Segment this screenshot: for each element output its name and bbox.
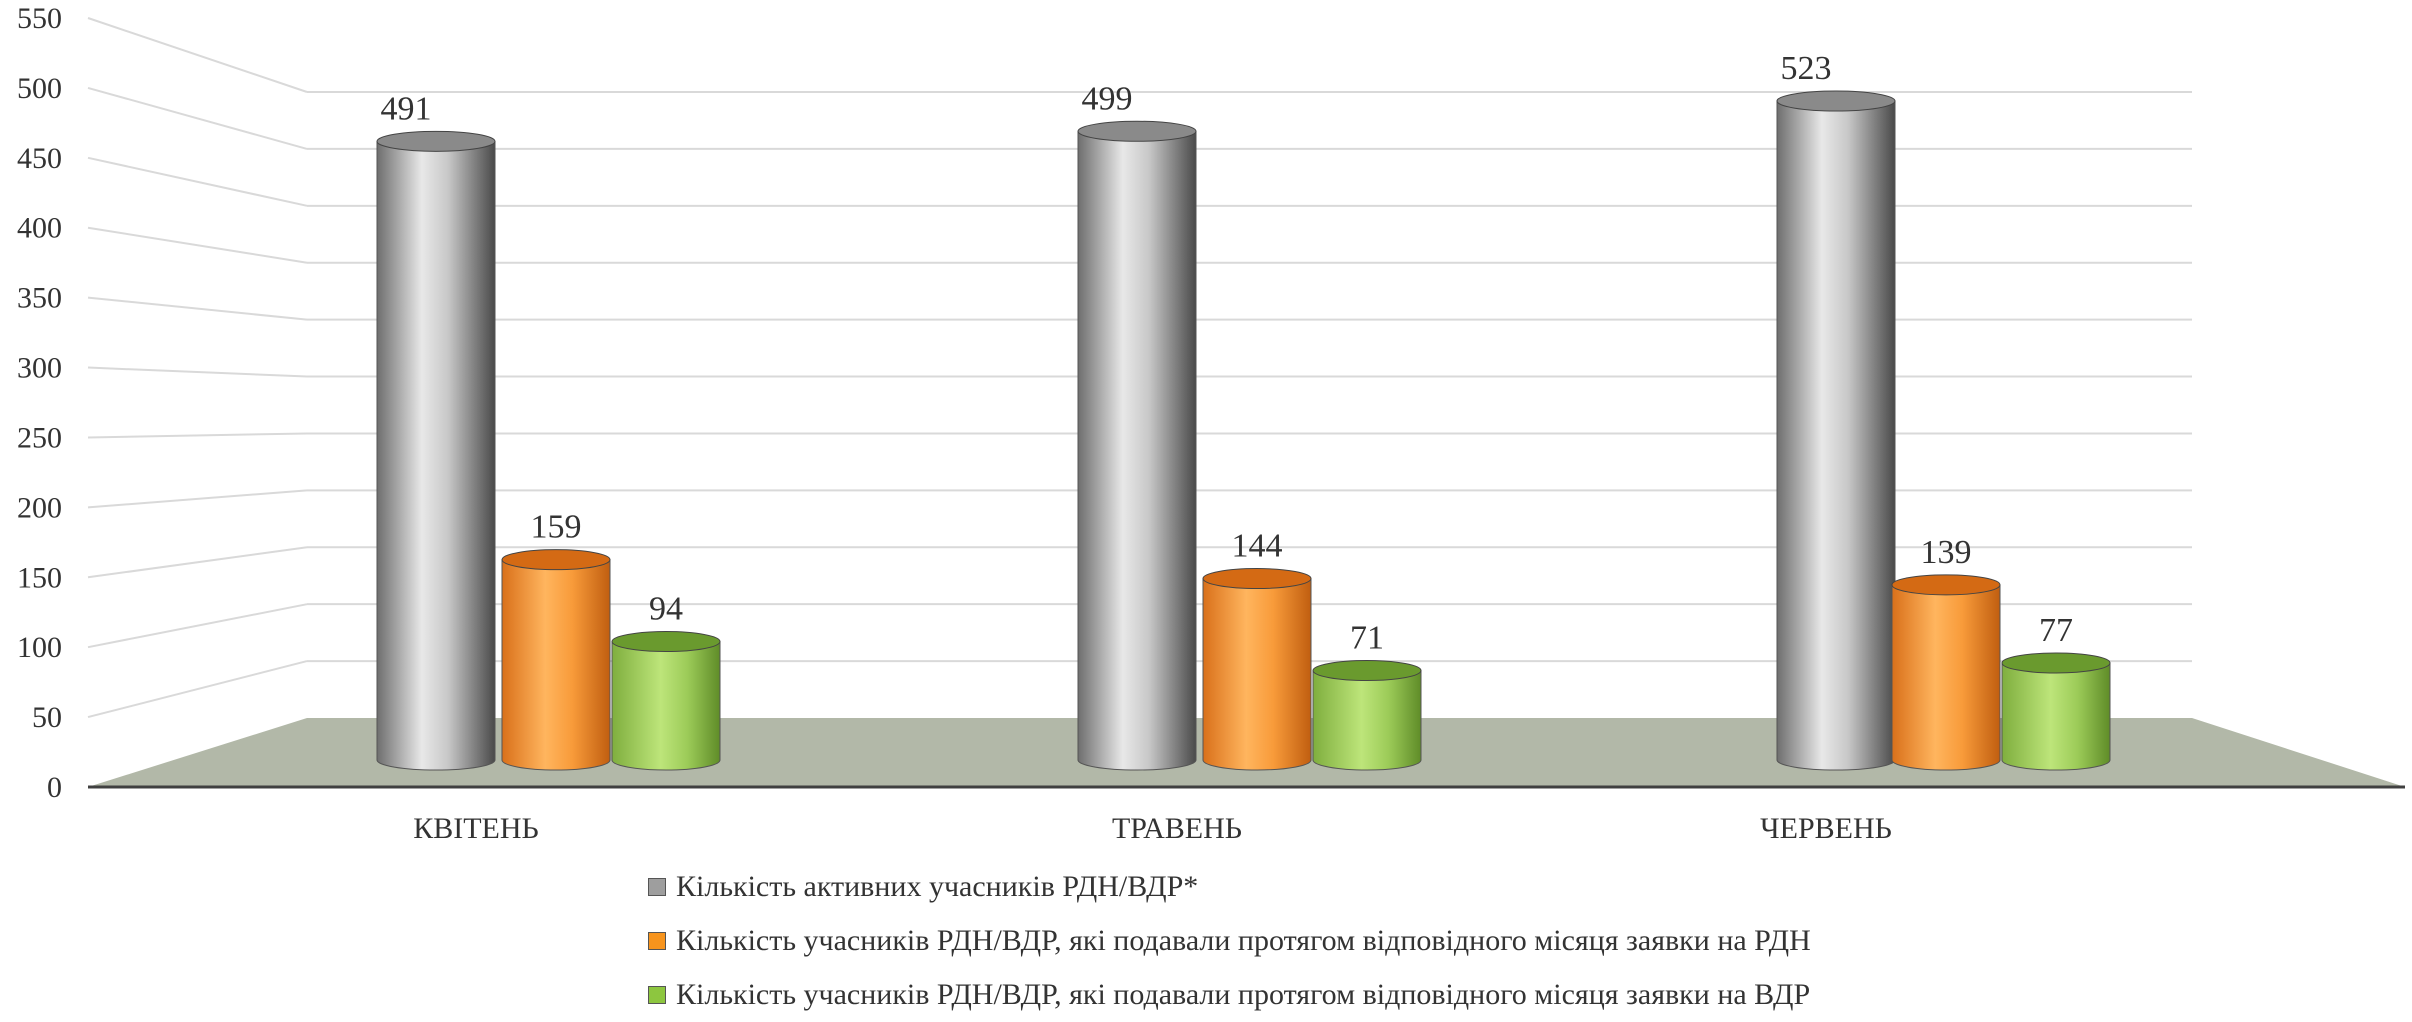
bar-active — [1077, 120, 1197, 771]
y-tick-label: 450 — [17, 142, 62, 175]
bar-active — [376, 130, 496, 771]
bar-vdr — [2001, 652, 2111, 771]
data-label: 94 — [649, 591, 683, 628]
gridline-diagonal — [87, 226, 308, 264]
legend-item-rdn: Кількість учасників РДН/ВДР, які подавал… — [648, 914, 1948, 968]
y-tick-label: 150 — [17, 561, 62, 594]
legend: Кількість активних учасників РДН/ВДР* Кі… — [648, 860, 1948, 1022]
gridline-diagonal — [87, 489, 308, 509]
gridline-diagonal — [87, 17, 308, 93]
data-label: 499 — [1082, 80, 1133, 117]
y-tick-label: 500 — [17, 72, 62, 105]
y-tick-label: 50 — [32, 701, 62, 734]
y-tick-label: 300 — [17, 352, 62, 385]
gridline-diagonal — [87, 546, 308, 579]
y-tick-label: 200 — [17, 491, 62, 524]
data-label: 491 — [381, 90, 432, 127]
legend-label: Кількість учасників РДН/ВДР, які подавал… — [676, 924, 1811, 957]
y-tick-label: 350 — [17, 282, 62, 315]
y-tick-label: 550 — [17, 2, 62, 35]
data-label: 144 — [1232, 528, 1283, 565]
gridline-diagonal — [87, 660, 308, 719]
y-tick-label: 400 — [17, 212, 62, 245]
bar-active — [1776, 90, 1896, 771]
bar-rdn — [501, 549, 611, 771]
legend-swatch-green — [648, 986, 666, 1004]
gridline-diagonal — [87, 156, 308, 207]
bar-vdr — [611, 631, 721, 771]
legend-item-vdr: Кількість учасників РДН/ВДР, які подавал… — [648, 968, 1948, 1022]
bar-rdn — [1891, 574, 2001, 771]
gridline-diagonal — [87, 86, 308, 150]
bar-vdr — [1312, 660, 1422, 771]
legend-swatch-orange — [648, 932, 666, 950]
gridline-diagonal — [87, 366, 308, 378]
x-category-label: КВІТЕНЬ — [413, 812, 539, 845]
legend-swatch-gray — [648, 878, 666, 896]
data-label: 523 — [1781, 50, 1832, 87]
data-label: 77 — [2039, 612, 2073, 649]
data-label: 159 — [531, 509, 582, 546]
legend-label: Кількість активних учасників РДН/ВДР* — [676, 870, 1199, 903]
data-label: 139 — [1921, 534, 1972, 571]
gridline-diagonal — [87, 603, 308, 649]
data-label: 71 — [1350, 620, 1384, 657]
bar-rdn — [1202, 568, 1312, 771]
x-category-label: ЧЕРВЕНЬ — [1760, 812, 1892, 845]
y-tick-label: 100 — [17, 631, 62, 664]
y-tick-label: 250 — [17, 421, 62, 454]
y-tick-label: 0 — [47, 771, 62, 804]
x-category-label: ТРАВЕНЬ — [1112, 812, 1242, 845]
legend-item-active: Кількість активних учасників РДН/ВДР* — [648, 860, 1948, 914]
legend-label: Кількість учасників РДН/ВДР, які подавал… — [676, 978, 1811, 1011]
gridline-diagonal — [87, 432, 308, 439]
gridline-diagonal — [87, 296, 308, 321]
